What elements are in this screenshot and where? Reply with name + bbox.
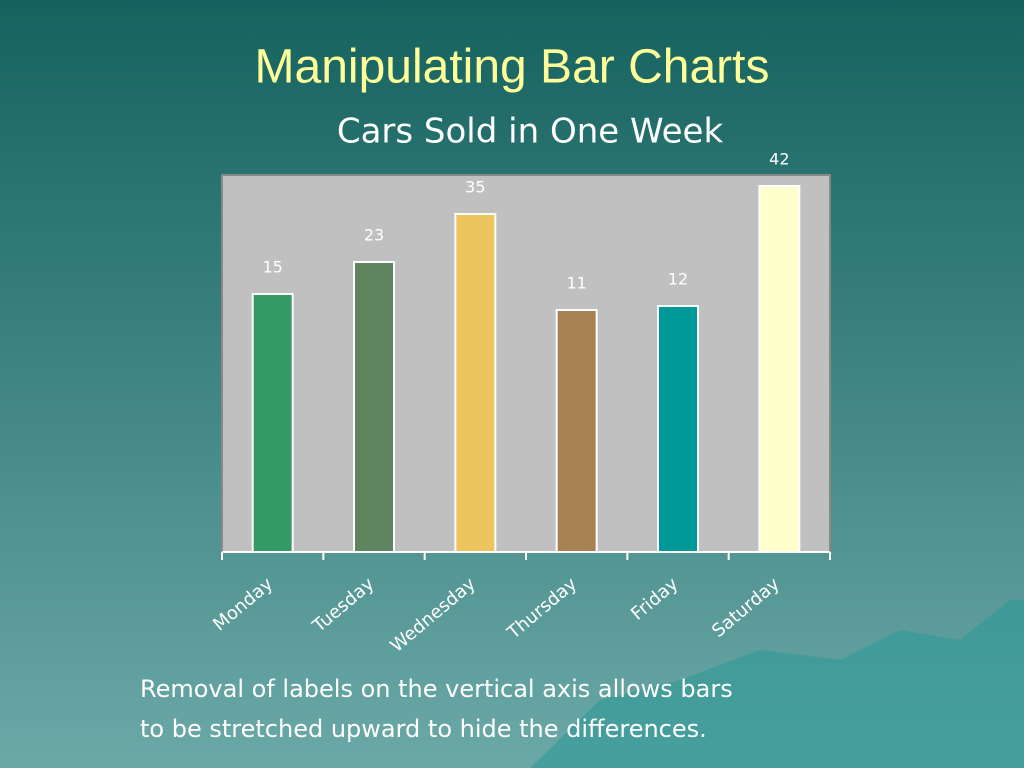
bar [758, 185, 801, 553]
slide-title: Manipulating Bar Charts [255, 41, 770, 94]
bar [454, 213, 497, 553]
bar [251, 293, 294, 553]
chart-title: Cars Sold in One Week [337, 112, 724, 152]
bar [353, 261, 395, 553]
value-label: 35 [465, 178, 485, 197]
bar [555, 309, 598, 553]
value-label: 42 [769, 150, 789, 169]
value-label: 15 [262, 258, 282, 277]
plot-area [221, 174, 831, 553]
bar [657, 305, 699, 553]
value-label: 11 [566, 274, 586, 293]
body-text: Removal of labels on the vertical axis a… [140, 675, 733, 703]
value-label: 12 [668, 270, 688, 289]
decor-mountain [530, 600, 1024, 768]
body-text: to be stretched upward to hide the diffe… [140, 715, 707, 743]
value-label: 23 [364, 226, 384, 245]
